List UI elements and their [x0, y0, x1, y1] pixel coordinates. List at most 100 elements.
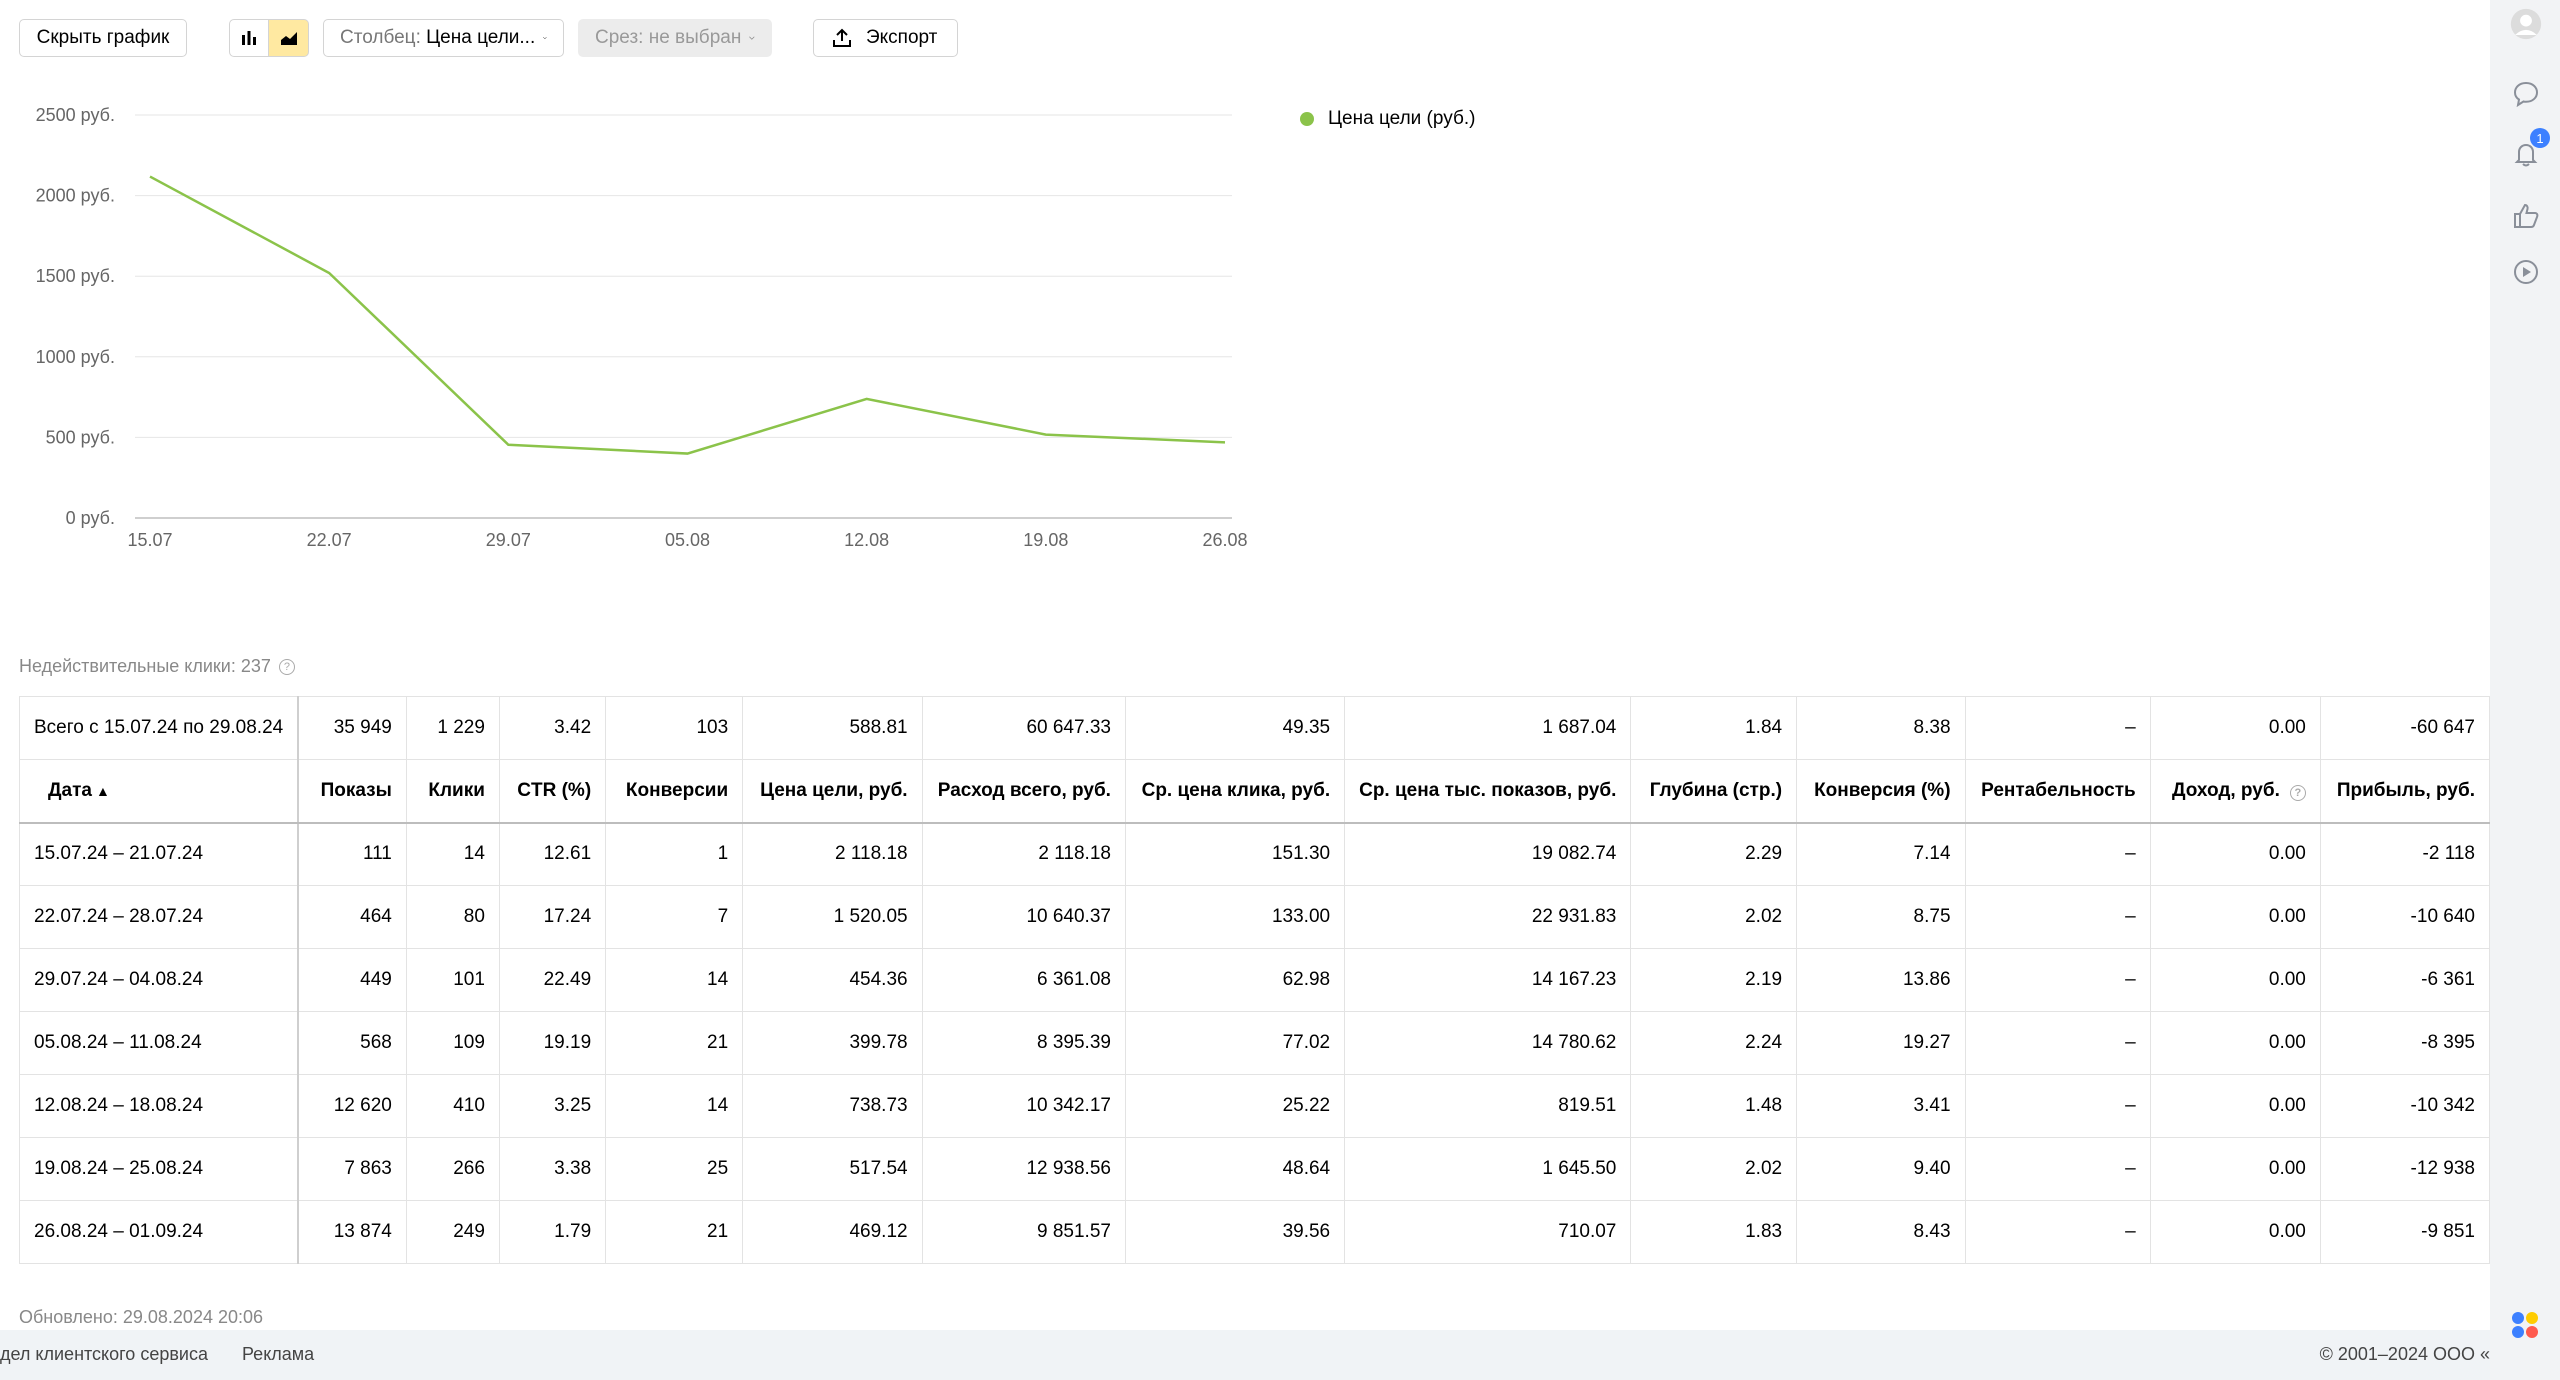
table-cell: – — [1964, 822, 2151, 886]
hide-chart-button[interactable]: Скрыть график — [19, 19, 187, 57]
y-tick-label: 500 руб. — [46, 427, 115, 447]
table-cell: -9 851 — [2319, 1200, 2490, 1264]
table-cell: 1.83 — [1630, 1200, 1798, 1264]
table-row: 19.08.24 – 25.08.24 7 863 266 3.38 25 517.54 1… — [19, 1137, 2490, 1201]
chat-button[interactable] — [2510, 78, 2542, 110]
table-cell: 21 — [605, 1200, 744, 1264]
y-tick-label: 1000 руб. — [36, 347, 115, 367]
table-cell: 7 863 — [297, 1137, 407, 1201]
video-button[interactable] — [2510, 256, 2542, 288]
bell-icon — [2514, 143, 2538, 167]
table-row: 22.07.24 – 28.07.24 464 80 17.24 7 1 520.05 10… — [19, 885, 2490, 949]
table-cell: 1 520.05 — [742, 885, 923, 949]
table-cell: 2 118.18 — [921, 822, 1126, 886]
table-cell: 1 687.04 — [1344, 696, 1632, 760]
column-header[interactable]: Доход, руб.? — [2149, 759, 2321, 824]
updated-timestamp: Обновлено: 29.08.2024 20:06 — [19, 1307, 264, 1327]
table-cell: 14 — [605, 1074, 744, 1138]
table-cell: 19.08.24 – 25.08.24 — [19, 1137, 300, 1201]
help-icon[interactable]: ? — [278, 658, 295, 675]
column-select[interactable]: Столбец: Цена цели... — [323, 19, 564, 57]
table-cell: 0.00 — [2149, 885, 2321, 949]
column-header[interactable]: Цена цели, руб. — [742, 759, 923, 824]
chat-icon — [2513, 81, 2539, 108]
footer-link-client-service[interactable]: дел клиентского сервиса — [0, 1344, 208, 1364]
column-header[interactable]: Глубина (стр.) — [1630, 759, 1798, 824]
table-cell: 454.36 — [742, 948, 923, 1012]
help-icon[interactable]: ? — [2289, 784, 2306, 801]
table-cell: 39.56 — [1124, 1200, 1346, 1264]
bar-chart-toggle[interactable] — [229, 19, 269, 57]
table-cell: 21 — [605, 1011, 744, 1075]
export-button[interactable]: Экспорт — [813, 19, 958, 57]
y-tick-label: 2000 руб. — [36, 186, 115, 206]
table-cell: 0.00 — [2149, 822, 2321, 886]
table-cell: 133.00 — [1124, 885, 1346, 949]
table-cell: 2.02 — [1630, 1137, 1798, 1201]
table-cell: 2 118.18 — [742, 822, 923, 886]
table-cell: 7 — [605, 885, 744, 949]
table-cell: -10 640 — [2319, 885, 2490, 949]
table-cell: 588.81 — [742, 696, 923, 760]
notifications-badge: 1 — [2530, 128, 2550, 148]
table-cell: -10 342 — [2319, 1074, 2490, 1138]
table-cell: 2.19 — [1630, 948, 1798, 1012]
table-cell: 22 931.83 — [1344, 885, 1632, 949]
column-header[interactable]: Рентабельность — [1964, 759, 2151, 824]
export-label: Экспорт — [866, 27, 938, 48]
table-cell: 1 — [605, 822, 744, 886]
column-header[interactable]: Конверсия (%) — [1796, 759, 1966, 824]
column-select-label: Столбец: — [340, 27, 421, 48]
notifications-button[interactable] — [2510, 138, 2542, 170]
table-cell: 1 229 — [405, 696, 500, 760]
table-cell: 0.00 — [2149, 1011, 2321, 1075]
table-cell: -12 938 — [2319, 1137, 2490, 1201]
table-cell: 10 342.17 — [921, 1074, 1126, 1138]
footer-link-ads[interactable]: Реклама — [241, 1344, 315, 1364]
column-select-value: Цена цели... — [426, 27, 536, 48]
table-cell: 710.07 — [1344, 1200, 1632, 1264]
column-header[interactable]: Расход всего, руб. — [921, 759, 1126, 824]
column-header[interactable]: Клики — [405, 759, 500, 824]
table-cell: 48.64 — [1124, 1137, 1346, 1201]
widgets-button[interactable] — [2510, 1310, 2542, 1342]
table-cell: 12.08.24 – 18.08.24 — [19, 1074, 300, 1138]
table-cell: 12 620 — [297, 1074, 407, 1138]
table-cell: 249 — [405, 1200, 500, 1264]
legend-dot-icon — [1300, 112, 1314, 126]
table-row: 05.08.24 – 11.08.24 568 109 19.19 21 399.78 8 … — [19, 1011, 2490, 1075]
table-cell: 101 — [405, 948, 500, 1012]
table-cell: -60 647 — [2319, 696, 2490, 760]
area-chart-icon — [280, 32, 297, 45]
table-cell: – — [1964, 948, 2151, 1012]
table-cell: 111 — [297, 822, 407, 886]
table-cell: 60 647.33 — [921, 696, 1126, 760]
x-tick-label: 19.08 — [1023, 530, 1068, 550]
table-cell: 25 — [605, 1137, 744, 1201]
column-header[interactable]: Конверсии — [605, 759, 744, 824]
table-cell: 1 645.50 — [1344, 1137, 1632, 1201]
column-header[interactable]: Показы — [297, 759, 407, 824]
slice-select-value: не выбран — [648, 27, 742, 48]
slice-select[interactable]: Срез: не выбран — [578, 19, 772, 57]
table-cell: 12 938.56 — [921, 1137, 1126, 1201]
avatar[interactable] — [2510, 8, 2542, 40]
column-header[interactable]: Ср. цена тыс. показов, руб. — [1344, 759, 1632, 824]
invalid-clicks: Недействительные клики: 237 ? — [19, 656, 295, 677]
table-cell: 738.73 — [742, 1074, 923, 1138]
slice-select-label: Срез: — [595, 27, 644, 48]
feedback-button[interactable] — [2510, 200, 2542, 232]
column-header[interactable]: CTR (%) — [498, 759, 607, 824]
column-header[interactable]: Прибыль, руб. — [2319, 759, 2490, 824]
column-header[interactable]: Дата ▲ — [19, 759, 300, 824]
x-tick-label: 05.08 — [665, 530, 710, 550]
table-cell: 399.78 — [742, 1011, 923, 1075]
table-cell: 14 780.62 — [1344, 1011, 1632, 1075]
table-cell: -2 118 — [2319, 822, 2490, 886]
sort-asc-icon: ▲ — [95, 782, 110, 799]
table-cell: 49.35 — [1124, 696, 1346, 760]
area-chart-toggle[interactable] — [269, 19, 309, 57]
table-cell: 3.41 — [1796, 1074, 1966, 1138]
table-cell: 10 640.37 — [921, 885, 1126, 949]
column-header[interactable]: Ср. цена клика, руб. — [1124, 759, 1346, 824]
